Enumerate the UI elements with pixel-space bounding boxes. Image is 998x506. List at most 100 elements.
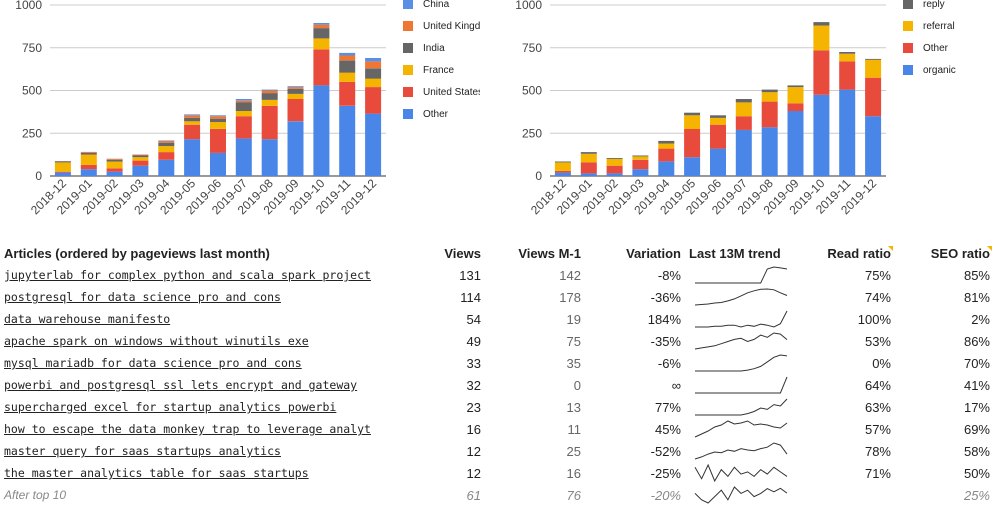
header-views[interactable]: Views bbox=[420, 242, 485, 264]
bar-segment bbox=[313, 23, 329, 25]
bar-segment bbox=[210, 119, 226, 122]
bar-segment bbox=[262, 90, 278, 91]
bar-segment bbox=[607, 166, 623, 174]
header-views-m1[interactable]: Views M-1 bbox=[485, 242, 585, 264]
article-cell: apache spark on windows without winutils… bbox=[0, 330, 420, 352]
article-link[interactable]: mysql mariadb for data science pro and c… bbox=[4, 356, 302, 370]
variation-value: -36% bbox=[585, 286, 685, 308]
header-seo-ratio[interactable]: SEO ratio bbox=[895, 242, 994, 264]
legend-label: China bbox=[423, 0, 450, 10]
bar-segment bbox=[339, 61, 355, 73]
views-value: 54 bbox=[420, 308, 485, 330]
bar-segment bbox=[288, 89, 304, 94]
bar-segment bbox=[632, 156, 648, 157]
table-row: supercharged excel for startup analytics… bbox=[0, 396, 994, 418]
seo-ratio-value: 81% bbox=[895, 286, 994, 308]
header-articles[interactable]: Articles (ordered by pageviews last mont… bbox=[0, 242, 420, 264]
articles-table-container: Articles (ordered by pageviews last mont… bbox=[0, 242, 998, 506]
trend-cell bbox=[685, 286, 795, 308]
table-row: how to escape the data monkey trap to le… bbox=[0, 418, 994, 440]
bar-segment bbox=[813, 26, 829, 51]
article-link[interactable]: master query for saas startups analytics bbox=[4, 444, 281, 458]
bar-segment bbox=[132, 161, 148, 166]
bar-segment bbox=[365, 87, 381, 114]
sparkline-path bbox=[695, 421, 787, 437]
article-link[interactable]: supercharged excel for startup analytics… bbox=[4, 400, 336, 414]
sparkline-path bbox=[695, 465, 787, 481]
trend-sparkline bbox=[693, 331, 789, 351]
views-m1-value: 25 bbox=[485, 440, 585, 462]
seo-ratio-value: 69% bbox=[895, 418, 994, 440]
trend-cell bbox=[685, 418, 795, 440]
bar-segment bbox=[262, 100, 278, 106]
variation-value: ∞ bbox=[585, 374, 685, 396]
article-link[interactable]: powerbi and postgresql ssl lets encrypt … bbox=[4, 378, 357, 392]
header-read-ratio[interactable]: Read ratio bbox=[795, 242, 895, 264]
trend-sparkline bbox=[693, 485, 789, 505]
variation-value: 77% bbox=[585, 396, 685, 418]
article-cell: the master analytics table for saas star… bbox=[0, 462, 420, 484]
bar-segment bbox=[339, 73, 355, 82]
table-row: master query for saas startups analytics… bbox=[0, 440, 994, 462]
articles-table: Articles (ordered by pageviews last mont… bbox=[0, 242, 994, 506]
bar-segment bbox=[839, 90, 855, 176]
views-value: 16 bbox=[420, 418, 485, 440]
bar-segment bbox=[813, 95, 829, 176]
header-variation[interactable]: Variation bbox=[585, 242, 685, 264]
bar-segment bbox=[658, 144, 674, 149]
read-ratio-value: 63% bbox=[795, 396, 895, 418]
bar-segment bbox=[210, 122, 226, 129]
table-row: mysql mariadb for data science pro and c… bbox=[0, 352, 994, 374]
bar-segment bbox=[132, 166, 148, 176]
article-link[interactable]: apache spark on windows without winutils… bbox=[4, 334, 309, 348]
sparkline-path bbox=[695, 487, 787, 503]
header-trend[interactable]: Last 13M trend bbox=[685, 242, 795, 264]
bar-segment bbox=[184, 125, 200, 140]
article-link[interactable]: the master analytics table for saas star… bbox=[4, 466, 309, 480]
sparkline-path bbox=[695, 333, 787, 349]
bar-segment bbox=[158, 146, 174, 152]
bar-segment bbox=[184, 114, 200, 115]
bar-segment bbox=[81, 153, 97, 155]
trend-sparkline bbox=[693, 375, 789, 395]
bar-segment bbox=[81, 152, 97, 153]
views-m1-value: 178 bbox=[485, 286, 585, 308]
bar-segment bbox=[313, 25, 329, 28]
bar-segment bbox=[865, 78, 881, 117]
table-body: jupyterlab for complex python and scala … bbox=[0, 264, 994, 506]
article-link[interactable]: postgresql for data science pro and cons bbox=[4, 290, 281, 304]
views-value: 32 bbox=[420, 374, 485, 396]
y-tick-label: 0 bbox=[535, 169, 542, 183]
article-link[interactable]: how to escape the data monkey trap to le… bbox=[4, 422, 371, 436]
bar-segment bbox=[158, 160, 174, 176]
trend-cell bbox=[685, 330, 795, 352]
bar-segment bbox=[736, 130, 752, 176]
bar-segment bbox=[55, 173, 71, 176]
bar-segment bbox=[288, 94, 304, 99]
bar-segment bbox=[288, 121, 304, 176]
bar-segment bbox=[132, 157, 148, 160]
bar-segment bbox=[158, 141, 174, 143]
read-ratio-value: 71% bbox=[795, 462, 895, 484]
article-link[interactable]: data warehouse manifesto bbox=[4, 312, 170, 326]
y-tick-label: 250 bbox=[22, 126, 42, 140]
seo-ratio-value: 2% bbox=[895, 308, 994, 330]
table-row: the master analytics table for saas star… bbox=[0, 462, 994, 484]
article-link[interactable]: jupyterlab for complex python and scala … bbox=[4, 268, 371, 282]
bar-segment bbox=[210, 115, 226, 116]
bar-segment bbox=[839, 61, 855, 89]
trend-sparkline bbox=[693, 419, 789, 439]
bar-segment bbox=[339, 82, 355, 106]
bar-segment bbox=[555, 162, 571, 163]
variation-value: -6% bbox=[585, 352, 685, 374]
bar-segment bbox=[736, 99, 752, 102]
trend-sparkline bbox=[693, 265, 789, 285]
sparkline-path bbox=[695, 443, 787, 459]
bar-segment bbox=[365, 61, 381, 68]
views-value: 61 bbox=[420, 484, 485, 506]
legend-swatch bbox=[403, 87, 413, 97]
views-value: 23 bbox=[420, 396, 485, 418]
views-value: 49 bbox=[420, 330, 485, 352]
legend-swatch bbox=[403, 109, 413, 119]
bar-segment bbox=[684, 157, 700, 176]
